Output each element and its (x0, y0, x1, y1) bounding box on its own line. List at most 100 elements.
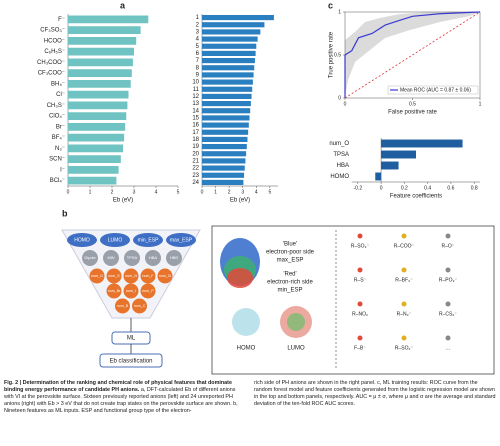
feature-label: HOMO (74, 237, 90, 243)
caption-left: Fig. 2 | Determination of the ranking an… (4, 380, 246, 415)
atom (401, 267, 407, 273)
feature-orange (123, 268, 139, 284)
bar (202, 22, 265, 28)
structure-label: ... (446, 345, 450, 351)
x-tick-label: 4 (255, 189, 258, 195)
atom (445, 233, 451, 239)
x-axis-title: Eb (eV) (230, 198, 250, 204)
y-tick-label: 24 (192, 180, 199, 186)
y-tick-label: HOMO (330, 174, 349, 180)
feature-orange (89, 268, 105, 284)
x-tick-label: 1 (479, 101, 482, 107)
x-tick-label: 2 (111, 189, 114, 195)
y-tick-label: CH₃COO⁻ (37, 60, 65, 66)
y-tick-label: N₃⁻ (55, 146, 65, 152)
bar (68, 37, 137, 45)
atom (445, 301, 451, 307)
y-tick-label: 19 (192, 144, 199, 150)
feature-grey (145, 250, 161, 266)
bar (202, 72, 254, 78)
feature-orange (132, 298, 147, 314)
x-tick-label: 3 (241, 189, 244, 195)
bar (202, 79, 253, 85)
bar (68, 123, 126, 131)
feature-label: num_F (142, 274, 154, 278)
structure-label: R–SO₂⁻ (395, 345, 414, 351)
x-tick-label: 0.8 (471, 185, 478, 191)
bar (68, 69, 132, 77)
y-tick-label: 0 (338, 95, 341, 101)
bar (202, 15, 274, 21)
x-axis-title: False positive rate (388, 110, 437, 116)
bar (202, 50, 256, 56)
bar (68, 58, 133, 67)
y-tick-label: 16 (192, 123, 199, 129)
panel-label: b (62, 208, 68, 218)
feature-label: num_I (126, 289, 136, 293)
esp-text: electron-rich side (267, 280, 313, 286)
esp-text: max_ESP (277, 258, 304, 264)
bar (202, 36, 258, 42)
bar (68, 112, 127, 120)
atom (357, 233, 363, 239)
y-tick-label: 14 (192, 108, 199, 114)
chance-line (344, 11, 481, 99)
bar (202, 165, 245, 171)
y-tick-label: 2 (196, 22, 200, 28)
y-tick-label: C₆H₅S⁻ (44, 49, 65, 55)
caption-title: Fig. 2 | Determination of the ranking an… (4, 380, 232, 393)
bar (202, 86, 253, 92)
roc-band (345, 12, 480, 98)
bar (68, 26, 141, 34)
orbital (232, 308, 260, 336)
feature-label: num_Cl (159, 274, 172, 278)
y-tick-label: 15 (192, 115, 199, 121)
y-tick-label: 21 (192, 158, 199, 164)
x-axis-title: Feature coefficients (390, 194, 442, 200)
bar (68, 176, 117, 185)
bar (68, 90, 129, 99)
bar (202, 151, 247, 157)
x-tick-label: 0 (201, 189, 204, 195)
y-tick-label: 7 (196, 58, 200, 64)
caption-text: rich side of PH anions are shown in the … (254, 380, 496, 407)
orbital (287, 313, 305, 331)
x-tick-label: 5 (177, 189, 180, 195)
bar (202, 29, 261, 35)
bar (202, 65, 255, 71)
x-tick-label: 5 (268, 189, 271, 195)
feature-label: num_C (134, 304, 146, 308)
y-tick-label: 13 (192, 101, 199, 107)
x-tick-label: 0.2 (401, 185, 408, 191)
panel-label: a (120, 0, 126, 10)
y-tick-label: I⁻ (60, 167, 65, 173)
feature-grey (82, 250, 98, 266)
feature-label: num_S (108, 274, 120, 278)
structure-label: R–COO⁻ (394, 243, 415, 249)
bar (68, 47, 134, 56)
x-tick-label: 0 (344, 101, 347, 107)
structure-label: F–B⁻ (354, 345, 366, 351)
feature-label: max_ESP (170, 237, 193, 243)
esp-text: electron-poor side (266, 250, 315, 256)
bar (202, 93, 252, 99)
y-axis-title: True positive rate (329, 31, 335, 78)
y-tick-label: 23 (192, 173, 199, 179)
bar (202, 58, 255, 64)
feature-blue (133, 233, 163, 247)
feature-label: MW (107, 255, 114, 260)
esp-text: min_ESP (277, 288, 302, 294)
structures: R–SO₃⁻ R–COO⁻ R–O⁻ R–S⁻ R–BF₃⁻ R–PO₃⁻ R–NO₂ R–N… (351, 233, 458, 351)
x-tick-label: 1 (214, 189, 217, 195)
y-tick-label: Cl⁻ (56, 92, 65, 98)
y-tick-label: CF₃SO₃⁻ (40, 28, 65, 34)
feature-orange (106, 283, 122, 299)
atom (357, 301, 363, 307)
y-tick-label: 17 (192, 130, 199, 136)
bar (202, 136, 248, 142)
y-tick-label: 1 (338, 9, 341, 15)
esp-text: 'Blue' (283, 242, 297, 248)
y-tick-label: BF₄⁻ (52, 135, 65, 141)
y-tick-label: SCN⁻ (49, 157, 65, 163)
bar (68, 15, 149, 24)
